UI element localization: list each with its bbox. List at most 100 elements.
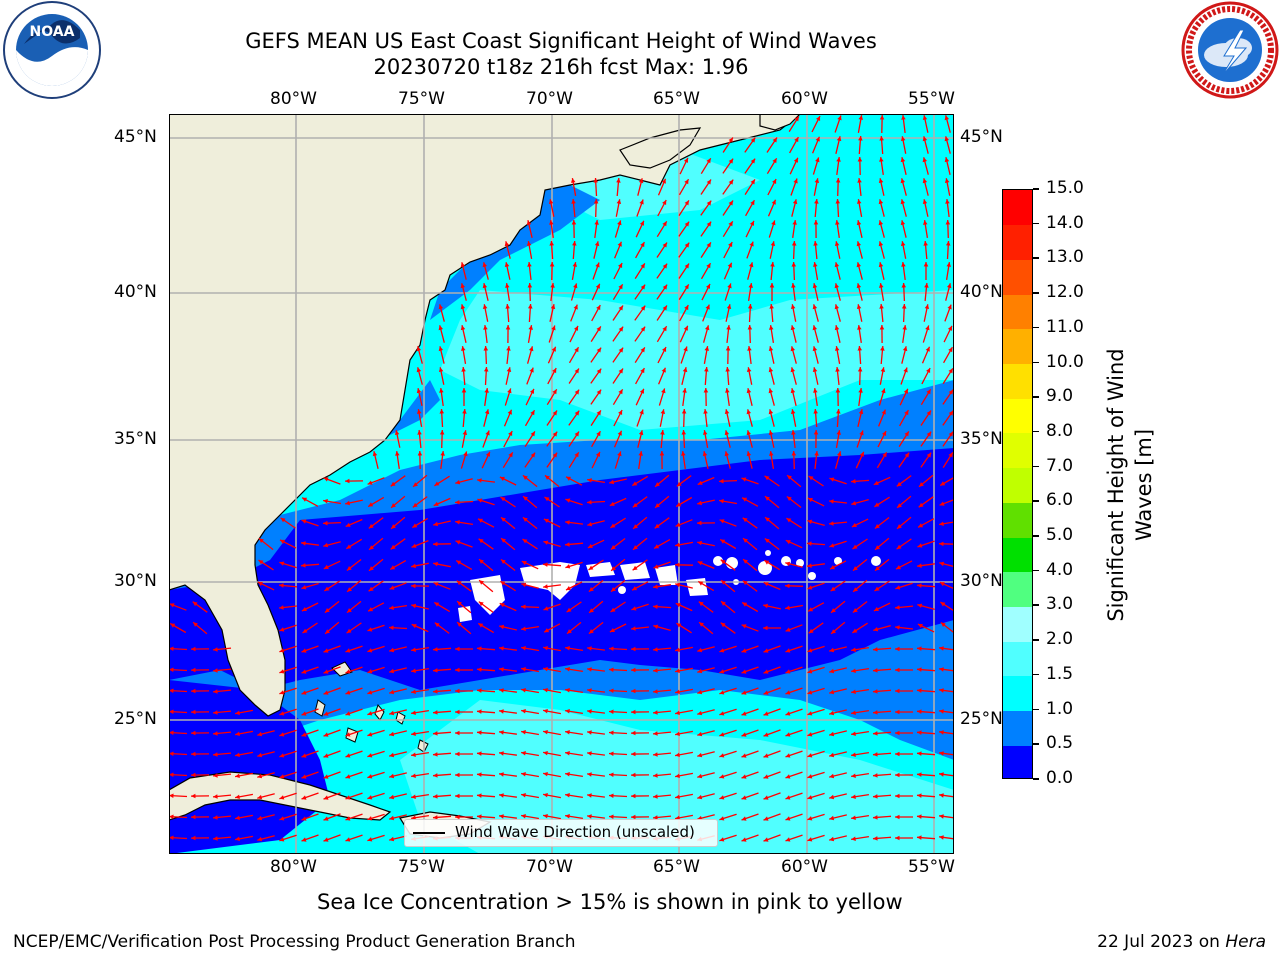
wind-wave-arrow-head bbox=[609, 751, 614, 756]
wind-wave-arrow-head bbox=[675, 794, 680, 799]
wind-wave-arrow-head bbox=[814, 199, 819, 204]
wind-wave-arrow-head bbox=[948, 431, 954, 437]
wind-wave-arrow-head bbox=[926, 452, 932, 458]
wind-wave-arrow-head bbox=[813, 388, 818, 393]
wind-wave-arrow-head bbox=[191, 667, 196, 673]
wind-wave-arrow-head bbox=[367, 711, 373, 716]
wind-wave-arrow-head bbox=[438, 304, 443, 310]
wind-wave-arrow-head bbox=[566, 607, 572, 613]
wind-wave-arrow-head bbox=[785, 816, 791, 821]
wind-wave-arrow-head bbox=[345, 816, 351, 821]
wind-wave-arrow-head bbox=[874, 524, 880, 529]
wind-wave-arrow-head bbox=[367, 795, 373, 800]
wind-wave-arrow-head bbox=[347, 587, 352, 592]
wind-wave-arrow-head bbox=[279, 774, 285, 779]
wind-wave-arrow-head bbox=[279, 816, 285, 821]
wind-wave-arrow-head bbox=[829, 668, 835, 674]
colorbar-tick-label: 11.0 bbox=[1046, 316, 1084, 337]
wind-wave-arrow-head bbox=[301, 519, 307, 524]
wind-wave-arrow-head bbox=[741, 624, 747, 629]
wind-wave-arrow-head bbox=[279, 690, 285, 695]
wind-wave-arrow-head bbox=[279, 795, 285, 800]
wind-wave-arrow-head bbox=[631, 751, 636, 757]
wind-wave-arrow-head bbox=[639, 409, 644, 415]
wind-wave-arrow-head bbox=[792, 199, 798, 205]
wind-wave-arrow-head bbox=[895, 772, 900, 778]
wind-wave-arrow-head bbox=[946, 262, 951, 267]
wind-wave-arrow-head bbox=[588, 565, 594, 570]
wind-wave-arrow-head bbox=[618, 284, 623, 290]
wind-wave-arrow-head bbox=[856, 241, 861, 247]
wind-wave-arrow-head bbox=[565, 646, 570, 651]
wind-wave-arrow-head bbox=[301, 690, 307, 695]
wind-wave-arrow-head bbox=[858, 115, 863, 120]
colorbar-segment bbox=[1003, 294, 1032, 330]
wind-wave-arrow-head bbox=[301, 816, 307, 821]
wind-wave-arrow-head bbox=[411, 815, 416, 820]
wind-wave-arrow-head bbox=[675, 562, 680, 568]
wind-wave-arrow-head bbox=[280, 517, 286, 523]
wind-wave-arrow-head bbox=[741, 477, 747, 482]
wind-wave-arrow-head bbox=[609, 646, 614, 651]
wind-wave-arrow-head bbox=[213, 731, 218, 736]
wind-wave-arrow-head bbox=[632, 565, 638, 571]
wind-wave-arrow-head bbox=[367, 669, 373, 674]
wind-wave-arrow-head bbox=[653, 624, 659, 629]
lon-tick-bottom: 60°W bbox=[781, 857, 828, 877]
wind-wave-arrow-head bbox=[851, 522, 857, 527]
wind-wave-arrow-head bbox=[521, 688, 526, 693]
wind-wave-arrow-head bbox=[904, 410, 909, 416]
wind-wave-arrow-head bbox=[684, 263, 689, 269]
wind-wave-arrow-head bbox=[596, 389, 602, 395]
chart-title: GEFS MEAN US East Coast Significant Heig… bbox=[245, 29, 877, 53]
wind-wave-arrow-head bbox=[170, 623, 176, 628]
wave-band-1-5m bbox=[440, 290, 954, 430]
wind-wave-arrow-head bbox=[323, 648, 329, 653]
wind-wave-arrow-head bbox=[719, 795, 725, 800]
wind-wave-arrow-head bbox=[939, 835, 944, 840]
wind-wave-arrow-head bbox=[505, 304, 510, 309]
wind-wave-arrow-head bbox=[638, 451, 643, 456]
wind-wave-arrow-head bbox=[829, 543, 835, 548]
wind-wave-arrow-head bbox=[763, 774, 769, 779]
wind-wave-arrow-head bbox=[948, 410, 954, 416]
wind-wave-arrow-head bbox=[169, 603, 175, 608]
wind-wave-arrow-head bbox=[483, 346, 489, 351]
wind-wave-arrow-head bbox=[235, 710, 240, 715]
wind-wave-arrow-head bbox=[411, 647, 416, 652]
legend-label: Wind Wave Direction (unscaled) bbox=[455, 823, 695, 841]
wind-wave-arrow-head bbox=[631, 772, 636, 778]
wind-wave-arrow-head bbox=[851, 479, 856, 484]
wind-wave-arrow-head bbox=[565, 498, 571, 503]
lon-tick-top: 70°W bbox=[526, 89, 573, 109]
wind-wave-arrow-head bbox=[609, 479, 615, 485]
wind-wave-arrow-head bbox=[768, 430, 774, 435]
wind-wave-arrow-head bbox=[704, 367, 709, 372]
wind-wave-arrow-head bbox=[785, 795, 791, 800]
footer-system: Hera bbox=[1225, 932, 1266, 952]
colorbar-tick-mark bbox=[1033, 430, 1039, 433]
wind-wave-arrow-head bbox=[697, 500, 702, 506]
wind-wave-arrow-head bbox=[859, 451, 864, 457]
wind-wave-arrow-head bbox=[521, 604, 526, 609]
wind-wave-arrow-head bbox=[653, 584, 658, 589]
wind-wave-arrow-head bbox=[923, 262, 929, 267]
wind-wave-arrow-head bbox=[169, 709, 174, 714]
colorbar-tick-label: 8.0 bbox=[1046, 420, 1074, 441]
wind-wave-arrow-head bbox=[213, 836, 218, 841]
wind-wave-arrow-head bbox=[587, 814, 592, 819]
wind-wave-arrow-head bbox=[521, 751, 526, 756]
wind-wave-arrow-head bbox=[742, 497, 748, 502]
wind-wave-arrow-head bbox=[191, 814, 196, 820]
wind-wave-arrow-head bbox=[213, 752, 218, 757]
wind-wave-arrow-head bbox=[477, 709, 482, 714]
wind-wave-arrow-head bbox=[323, 837, 329, 842]
wind-wave-arrow-head bbox=[389, 668, 395, 674]
wind-wave-arrow-head bbox=[548, 199, 554, 204]
wind-wave-arrow-head bbox=[609, 772, 614, 777]
wind-wave-arrow-head bbox=[706, 221, 712, 227]
wind-wave-arrow-head bbox=[389, 773, 395, 779]
wind-wave-arrow-head bbox=[812, 283, 818, 289]
wind-wave-arrow-head bbox=[879, 283, 884, 288]
wind-wave-arrow-head bbox=[279, 753, 285, 758]
